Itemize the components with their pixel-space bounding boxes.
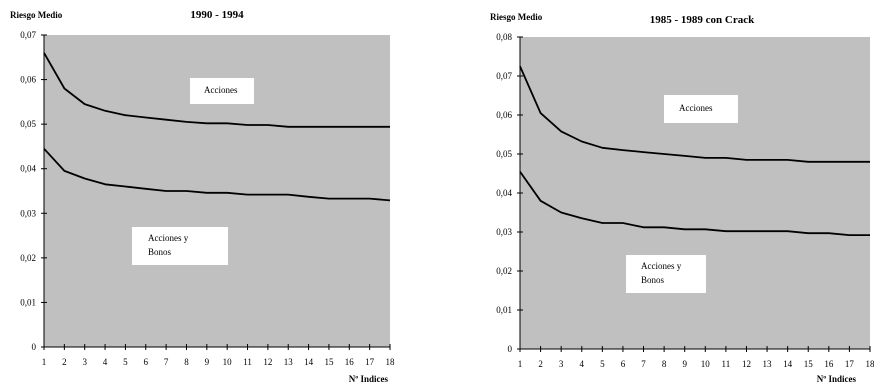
axes: 00,010,020,030,040,050,060,070,081 2 3 4 5 6 7… (496, 32, 874, 369)
x-axis-label: Nº Indices (349, 374, 389, 383)
series-line-1 (43, 148, 391, 202)
annotation-box-stocks-bonds (132, 227, 228, 265)
y-axis-label: Riesgo Medio (490, 12, 543, 22)
x-tick-label: 5 (600, 359, 605, 369)
annotation-box-stocks-bonds (626, 255, 706, 293)
x-tick-label: 4 (103, 357, 108, 367)
chart-title: 1985 - 1989 con Crack (650, 14, 755, 26)
annotation-box-stocks (664, 95, 738, 123)
y-tick-label: 0,05 (496, 149, 512, 159)
x-tick-label: 17 (365, 357, 375, 367)
x-tick-label: 2 (62, 357, 67, 367)
x-tick-label: 4 (580, 359, 585, 369)
x-tick-label: 12 (742, 359, 751, 369)
annotation-box-stocks (190, 78, 254, 104)
x-tick-label: 9 (205, 357, 210, 367)
x-tick-label: 3 (559, 359, 564, 369)
x-tick-label: 1 (518, 359, 523, 369)
y-tick-label: 0,02 (496, 266, 512, 276)
annotation-stocks: Acciones (204, 85, 238, 95)
series-line-0 (519, 65, 870, 163)
y-tick-label: 0,03 (20, 208, 36, 218)
x-tick-label: 8 (184, 357, 189, 367)
y-tick-label: 0,06 (20, 75, 36, 85)
x-tick-label: 18 (866, 359, 874, 369)
x-tick-label: 15 (324, 357, 334, 367)
x-tick-label: 3 (82, 357, 87, 367)
y-tick-label: 0,04 (20, 164, 36, 174)
y-tick-label: 0,02 (20, 253, 36, 263)
x-tick-label: 10 (223, 357, 233, 367)
plot-area (520, 37, 870, 349)
annotation-stocks: Acciones (679, 103, 713, 113)
x-tick-label: 7 (641, 359, 646, 369)
x-tick-label: 7 (164, 357, 169, 367)
y-tick-label: 0,04 (496, 188, 512, 198)
annotation-stocks-bonds-line2: Bonos (641, 275, 665, 285)
x-tick-label: 5 (123, 357, 128, 367)
x-tick-label: 2 (538, 359, 543, 369)
x-tick-label: 11 (243, 357, 252, 367)
x-tick-label: 18 (386, 357, 396, 367)
axes: 00,010,020,030,040,050,060,071 2 3 4 5 6 7 8 9 10… (20, 30, 395, 367)
series-line-0 (43, 52, 390, 128)
x-tick-label: 14 (783, 359, 793, 369)
x-tick-label: 8 (662, 359, 667, 369)
x-tick-label: 6 (621, 359, 626, 369)
y-tick-label: 0,03 (496, 227, 512, 237)
chart-1990-1994: Riesgo Medio 1990 - 1994 Nº Indices Acci… (10, 9, 395, 383)
x-tick-label: 9 (682, 359, 687, 369)
x-tick-label: 16 (824, 359, 834, 369)
annotation-stocks-bonds-line1: Acciones y (641, 261, 682, 271)
y-tick-label: 0,06 (496, 110, 512, 120)
x-tick-label: 12 (263, 357, 272, 367)
series-lines (43, 52, 391, 202)
x-tick-label: 14 (304, 357, 314, 367)
x-tick-label: 6 (144, 357, 149, 367)
annotation-stocks-bonds-line2: Bonos (148, 247, 172, 257)
chart-1985-1989-crack: Riesgo Medio 1985 - 1989 con Crack Nº In… (490, 12, 874, 383)
y-tick-label: 0,07 (20, 30, 36, 40)
series-line-1 (519, 171, 870, 237)
y-tick-label: 0 (32, 342, 37, 352)
x-tick-label: 17 (845, 359, 855, 369)
x-tick-label: 1 (42, 357, 47, 367)
x-tick-label: 13 (284, 357, 294, 367)
y-tick-label: 0 (508, 344, 513, 354)
x-tick-label: 16 (345, 357, 355, 367)
chart-title: 1990 - 1994 (190, 9, 244, 21)
y-tick-label: 0,07 (496, 71, 512, 81)
x-axis-label: Nº Indices (817, 374, 857, 383)
annotation-stocks-bonds-line1: Acciones y (148, 233, 189, 243)
x-tick-label: 10 (701, 359, 711, 369)
x-tick-label: 11 (722, 359, 731, 369)
series-lines (519, 65, 870, 237)
y-tick-label: 0,01 (496, 305, 512, 315)
x-tick-label: 15 (804, 359, 814, 369)
y-tick-label: 0,08 (496, 32, 512, 42)
y-tick-label: 0,01 (20, 297, 36, 307)
y-axis-label: Riesgo Medio (10, 10, 63, 20)
y-tick-label: 0,05 (20, 119, 36, 129)
x-tick-label: 13 (763, 359, 773, 369)
